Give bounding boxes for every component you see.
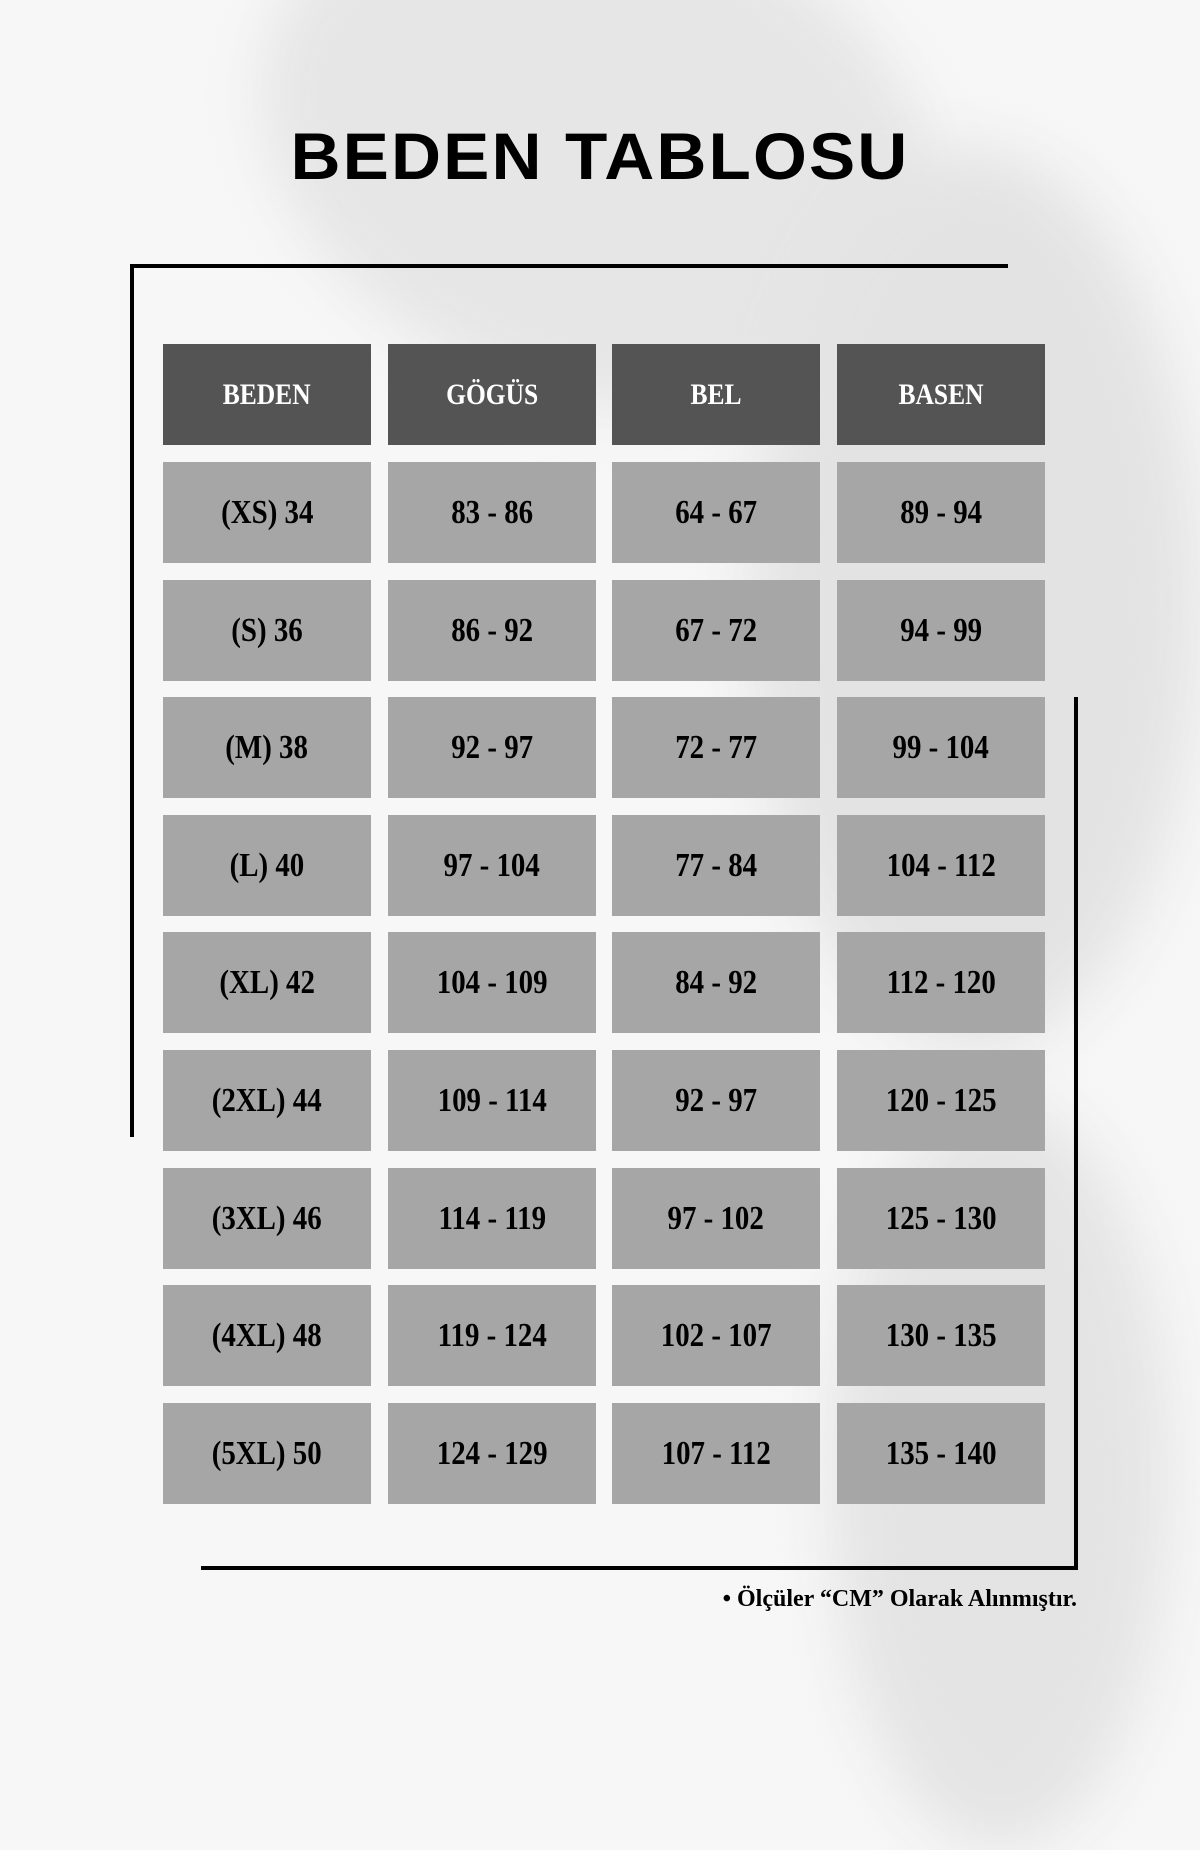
cell-text: 104 - 109 [436, 963, 548, 1001]
table-cell: 99 - 104 [837, 697, 1045, 798]
cell-text: 86 - 92 [451, 611, 533, 649]
cell-text: 102 - 107 [660, 1316, 772, 1354]
table-cell: (M) 38 [163, 697, 371, 798]
table-cell: 89 - 94 [837, 462, 1045, 563]
cell-text: 72 - 77 [675, 728, 757, 766]
table-cell: 97 - 104 [388, 815, 596, 916]
cell-text: 112 - 120 [886, 963, 996, 1001]
cell-text: 124 - 129 [436, 1434, 548, 1472]
column-header: BEDEN [163, 344, 371, 445]
frame-right-line [1074, 697, 1078, 1570]
table-cell: (XS) 34 [163, 462, 371, 563]
column-header: GÖGÜS [388, 344, 596, 445]
cell-text: 97 - 102 [667, 1199, 765, 1237]
cell-text: 64 - 67 [675, 493, 757, 531]
cell-text: 120 - 125 [885, 1081, 997, 1119]
cell-text: 97 - 104 [443, 846, 541, 884]
table-cell: 120 - 125 [837, 1050, 1045, 1151]
cell-text: 114 - 119 [438, 1199, 546, 1237]
table-cell: (S) 36 [163, 580, 371, 681]
table-cell: 104 - 109 [388, 932, 596, 1033]
cell-text: GÖGÜS [445, 377, 539, 411]
cell-text: BASEN [898, 377, 984, 411]
cell-text: 92 - 97 [451, 728, 533, 766]
frame-bottom-line [201, 1566, 1078, 1570]
table-cell: 135 - 140 [837, 1403, 1045, 1504]
cell-text: (4XL) 48 [212, 1316, 322, 1354]
table-cell: 97 - 102 [612, 1168, 820, 1269]
cell-text: (5XL) 50 [212, 1434, 322, 1472]
table-cell: 94 - 99 [837, 580, 1045, 681]
table-cell: (3XL) 46 [163, 1168, 371, 1269]
column-header: BEL [612, 344, 820, 445]
table-cell: (XL) 42 [163, 932, 371, 1033]
cell-text: 119 - 124 [437, 1316, 547, 1354]
cell-text: (M) 38 [225, 728, 309, 766]
cell-text: BEDEN [223, 377, 311, 411]
cell-text: BEL [690, 377, 742, 411]
table-cell: 130 - 135 [837, 1285, 1045, 1386]
cell-text: 94 - 99 [900, 611, 982, 649]
cell-text: 125 - 130 [885, 1199, 997, 1237]
table-cell: 83 - 86 [388, 462, 596, 563]
table-cell: 72 - 77 [612, 697, 820, 798]
cell-text: (S) 36 [231, 611, 303, 649]
page-title: BEDEN TABLOSU [290, 119, 910, 193]
cell-text: 130 - 135 [885, 1316, 997, 1354]
table-cell: 125 - 130 [837, 1168, 1045, 1269]
table-cell: 119 - 124 [388, 1285, 596, 1386]
cell-text: 83 - 86 [451, 493, 533, 531]
cell-text: (XS) 34 [220, 493, 314, 531]
table-cell: 84 - 92 [612, 932, 820, 1033]
table-cell: 77 - 84 [612, 815, 820, 916]
cell-text: 135 - 140 [885, 1434, 997, 1472]
footnote: • Ölçüler “CM” Olarak Alınmıştır. [722, 1586, 1077, 1612]
table-cell: 64 - 67 [612, 462, 820, 563]
table-cell: 109 - 114 [388, 1050, 596, 1151]
cell-text: (XL) 42 [219, 963, 315, 1001]
cell-text: 107 - 112 [661, 1434, 771, 1472]
table-cell: 124 - 129 [388, 1403, 596, 1504]
cell-text: 99 - 104 [892, 728, 990, 766]
cell-text: (3XL) 46 [212, 1199, 322, 1237]
cell-text: 77 - 84 [675, 846, 757, 884]
table-cell: 114 - 119 [388, 1168, 596, 1269]
cell-text: 92 - 97 [675, 1081, 757, 1119]
frame-left-line [130, 264, 134, 1137]
table-cell: 102 - 107 [612, 1285, 820, 1386]
cell-text: 104 - 112 [886, 846, 996, 884]
table-cell: 112 - 120 [837, 932, 1045, 1033]
table-cell: 92 - 97 [612, 1050, 820, 1151]
table-cell: 107 - 112 [612, 1403, 820, 1504]
cell-text: (2XL) 44 [212, 1081, 322, 1119]
cell-text: 67 - 72 [675, 611, 757, 649]
table-cell: (5XL) 50 [163, 1403, 371, 1504]
cell-text: 109 - 114 [437, 1081, 547, 1119]
table-cell: (4XL) 48 [163, 1285, 371, 1386]
column-header: BASEN [837, 344, 1045, 445]
cell-text: 84 - 92 [675, 963, 757, 1001]
frame-top-line [134, 264, 1008, 268]
table-cell: 86 - 92 [388, 580, 596, 681]
cell-text: 89 - 94 [900, 493, 982, 531]
table-cell: (L) 40 [163, 815, 371, 916]
table-cell: 104 - 112 [837, 815, 1045, 916]
table-cell: (2XL) 44 [163, 1050, 371, 1151]
table-cell: 67 - 72 [612, 580, 820, 681]
cell-text: (L) 40 [229, 846, 305, 884]
table-cell: 92 - 97 [388, 697, 596, 798]
